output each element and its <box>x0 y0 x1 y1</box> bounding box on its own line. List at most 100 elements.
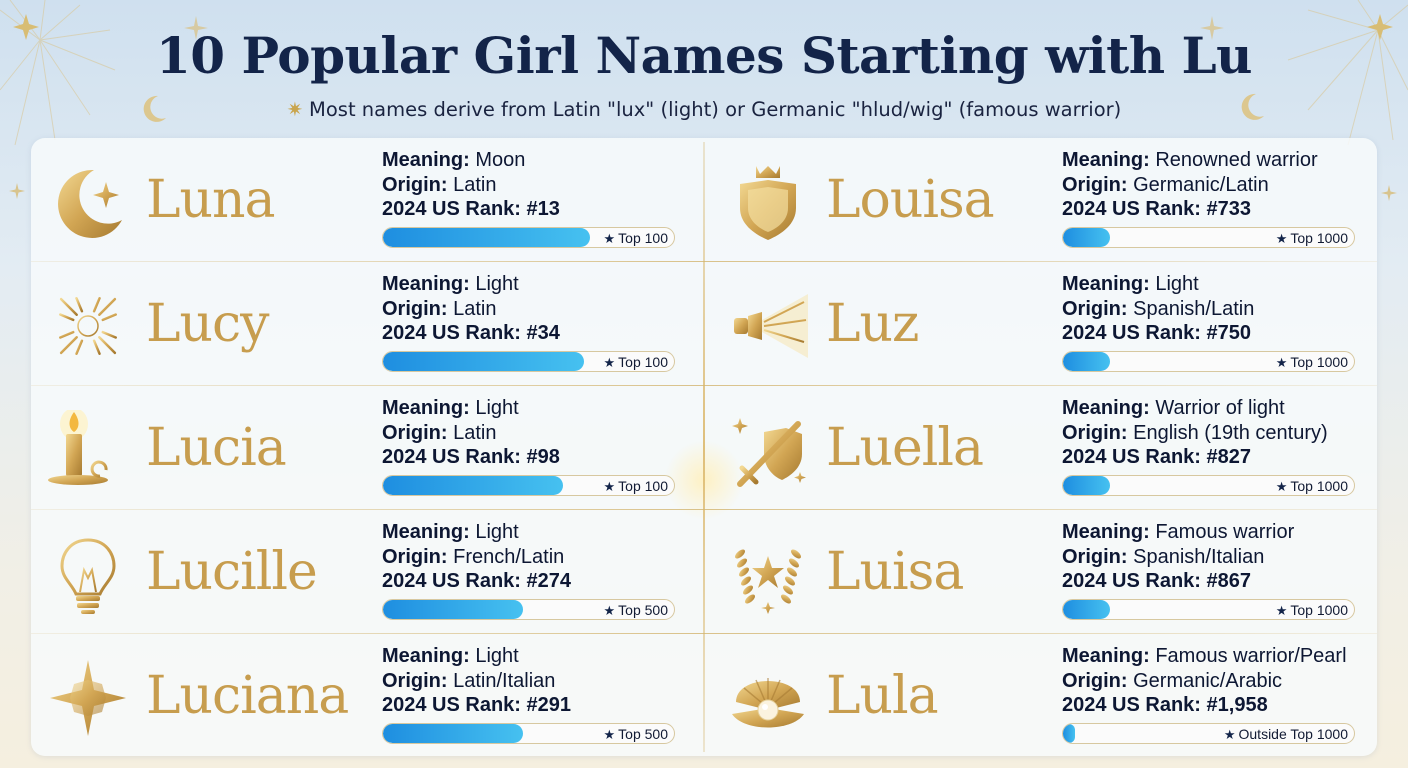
sunburst-decoration-left <box>0 0 116 146</box>
crescent-moon-icon <box>44 162 132 242</box>
origin-value: Spanish/Latin <box>1133 297 1255 320</box>
star-icon: ★ <box>1275 355 1288 370</box>
crescent-moon-decoration-left <box>143 95 166 122</box>
tier-label: ★ Outside Top 1000 <box>1223 726 1348 742</box>
popularity-bar: ★ Top 100 <box>382 475 675 496</box>
meaning-value: Light <box>475 645 519 667</box>
meaning-value: Light <box>1155 273 1199 295</box>
sparkle-decoration <box>1200 16 1224 40</box>
star-icon: ★ <box>603 231 616 246</box>
meaning-value: Light <box>475 273 519 295</box>
row-divider <box>31 633 1377 634</box>
name-details: Meaning: Light Origin: Latin/Italian 2024 … <box>382 644 704 718</box>
meaning-line: Meaning: Warrior of light <box>1062 397 1285 419</box>
rank-line: 2024 US Rank: #291 <box>382 694 572 716</box>
popularity-bar: ★ Top 500 <box>382 723 675 744</box>
rank-line: 2024 US Rank: #1,958 <box>1062 694 1268 716</box>
rank-value: #291 <box>526 694 572 716</box>
meaning-value: Light <box>475 521 519 543</box>
name-card-lula: Lula Meaning: Famous warrior/Pearl Origin:… <box>712 634 1384 758</box>
name-details: Meaning: Light Origin: Latin 2024 US Rank:… <box>382 272 704 346</box>
popularity-bar: ★ Top 1000 <box>1062 599 1355 620</box>
pearl-shell-icon <box>724 658 812 738</box>
name-card-lucia: Lucia Meaning: Light Origin: Latin 2024 US … <box>32 386 704 510</box>
popularity-bar-fill <box>1063 600 1110 619</box>
popularity-bar-fill <box>383 476 564 495</box>
star-icon: ★ <box>1275 231 1288 246</box>
origin-value: Latin <box>453 173 497 196</box>
popularity-bar: ★ Top 100 <box>382 227 675 248</box>
star-icon: ★ <box>603 479 616 494</box>
origin-line: Origin: Latin <box>382 297 497 320</box>
name-title: Luella <box>826 418 984 478</box>
sun-icon: ✷ <box>286 98 304 121</box>
tier-label: ★ Top 1000 <box>1275 478 1348 494</box>
name-title: Lucille <box>146 542 318 602</box>
star-icon <box>44 658 132 738</box>
star-icon: ★ <box>1275 479 1288 494</box>
meaning-value: Renowned warrior <box>1155 149 1318 171</box>
origin-line: Origin: Germanic/Arabic <box>1062 669 1283 692</box>
rank-value: #733 <box>1206 198 1252 220</box>
name-title: Luisa <box>826 542 964 602</box>
rank-value: #750 <box>1206 322 1252 344</box>
rank-value: #1,958 <box>1206 694 1268 716</box>
origin-line: Origin: Germanic/Latin <box>1062 173 1269 196</box>
meaning-line: Meaning: Famous warrior/Pearl <box>1062 645 1347 667</box>
tier-label: ★ Top 100 <box>603 354 668 370</box>
rank-line: 2024 US Rank: #34 <box>382 322 560 344</box>
candle-icon <box>44 410 132 490</box>
name-details: Meaning: Light Origin: Latin 2024 US Rank:… <box>382 396 704 470</box>
star-icon: ★ <box>603 603 616 618</box>
name-card-lucille: Lucille Meaning: Light Origin: French/Lati… <box>32 510 704 634</box>
tier-label: ★ Top 100 <box>603 478 668 494</box>
popularity-bar: ★ Top 1000 <box>1062 475 1355 496</box>
star-icon: ★ <box>603 355 616 370</box>
name-details: Meaning: Famous warrior/Pearl Origin: Ger… <box>1062 644 1384 718</box>
popularity-bar-fill <box>383 228 590 247</box>
popularity-bar-fill <box>1063 476 1110 495</box>
meaning-value: Moon <box>475 149 526 171</box>
meaning-value: Famous warrior <box>1155 521 1295 543</box>
tier-label: ★ Top 1000 <box>1275 354 1348 370</box>
popularity-bar-fill <box>1063 228 1110 247</box>
meaning-line: Meaning: Light <box>1062 273 1199 295</box>
meaning-line: Meaning: Light <box>382 273 519 295</box>
name-card-luella: Luella Meaning: Warrior of light Origin: E… <box>712 386 1384 510</box>
rank-value: #98 <box>526 446 560 468</box>
row-divider <box>31 385 1377 386</box>
meaning-value: Warrior of light <box>1155 397 1285 419</box>
sunburst-icon <box>44 286 132 366</box>
tier-label: ★ Top 1000 <box>1275 230 1348 246</box>
origin-value: Latin <box>453 297 497 320</box>
subtitle: ✷ Most names derive from Latin "lux" (lig… <box>286 98 1122 121</box>
rank-value: #34 <box>526 322 560 344</box>
rank-line: 2024 US Rank: #733 <box>1062 198 1252 220</box>
name-details: Meaning: Light Origin: French/Latin 2024 U… <box>382 520 704 594</box>
sparkle-decoration <box>9 183 25 199</box>
origin-line: Origin: Latin/Italian <box>382 669 556 692</box>
name-title: Lucia <box>146 418 287 478</box>
origin-line: Origin: Spanish/Italian <box>1062 545 1265 568</box>
origin-line: Origin: Latin <box>382 173 497 196</box>
star-icon: ★ <box>603 727 616 742</box>
name-details: Meaning: Moon Origin: Latin 2024 US Rank: … <box>382 148 704 222</box>
origin-value: Germanic/Arabic <box>1133 669 1283 692</box>
rank-line: 2024 US Rank: #13 <box>382 198 560 220</box>
name-title: Luna <box>146 170 276 230</box>
name-title: Lula <box>826 666 939 726</box>
meaning-value: Light <box>475 397 519 419</box>
origin-line: Origin: English (19th century) <box>1062 421 1328 444</box>
tier-label: ★ Top 500 <box>603 726 668 742</box>
rank-line: 2024 US Rank: #98 <box>382 446 560 468</box>
origin-line: Origin: Spanish/Latin <box>1062 297 1255 320</box>
popularity-bar-fill <box>383 600 523 619</box>
name-details: Meaning: Renowned warrior Origin: Germani… <box>1062 148 1384 222</box>
rank-value: #13 <box>526 198 560 220</box>
column-divider <box>703 142 705 752</box>
popularity-bar: ★ Top 500 <box>382 599 675 620</box>
popularity-bar: ★ Outside Top 1000 <box>1062 723 1355 744</box>
meaning-line: Meaning: Light <box>382 521 519 543</box>
name-card-luisa: Luisa Meaning: Famous warrior Origin: Span… <box>712 510 1384 634</box>
meaning-line: Meaning: Moon <box>382 149 526 171</box>
